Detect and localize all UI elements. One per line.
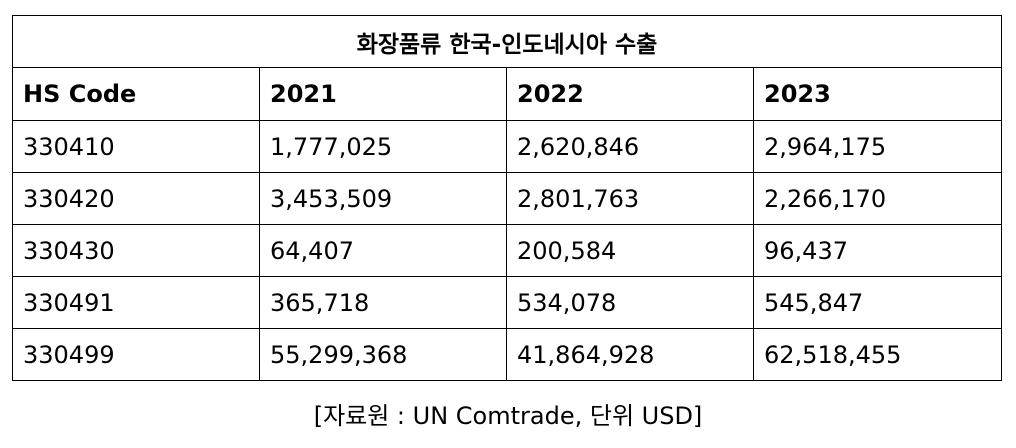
- column-header-hs-code: HS Code: [12, 67, 260, 121]
- table-row: 330499 55,299,368 41,864,928 62,518,455: [12, 328, 1003, 381]
- value-2021-cell: 55,299,368: [259, 328, 507, 381]
- value-2023-cell: 545,847: [752, 276, 1003, 329]
- hs-code-cell: 330420: [12, 172, 260, 225]
- value-2023-cell: 2,964,175: [752, 120, 1003, 173]
- table-row: 330420 3,453,509 2,801,763 2,266,170: [12, 172, 1003, 225]
- value-2022-cell: 200,584: [506, 224, 754, 277]
- table-row: 330430 64,407 200,584 96,437: [12, 224, 1003, 277]
- column-header-2022: 2022: [506, 67, 754, 121]
- hs-code-cell: 330491: [12, 276, 260, 329]
- table-row: 330491 365,718 534,078 545,847: [12, 276, 1003, 329]
- value-2021-cell: 365,718: [259, 276, 507, 329]
- column-header-2021: 2021: [259, 67, 507, 121]
- column-header-2023: 2023: [752, 67, 1003, 121]
- header-row: HS Code 2021 2022 2023: [12, 67, 1003, 121]
- title-row: 화장품류 한국-인도네시아 수출: [11, 15, 1003, 68]
- value-2021-cell: 1,777,025: [259, 120, 507, 173]
- table-row: 330410 1,777,025 2,620,846 2,964,175: [12, 120, 1003, 173]
- export-table: 화장품류 한국-인도네시아 수출 HS Code 2021 2022 2023 …: [11, 15, 1003, 381]
- value-2021-cell: 64,407: [259, 224, 507, 277]
- hs-code-cell: 330410: [12, 120, 260, 173]
- value-2022-cell: 2,801,763: [506, 172, 754, 225]
- source-note: [자료원 : UN Comtrade, 단위 USD]: [313, 402, 703, 430]
- hs-code-cell: 330499: [12, 328, 260, 381]
- value-2023-cell: 62,518,455: [752, 328, 1003, 381]
- value-2022-cell: 2,620,846: [506, 120, 754, 173]
- value-2022-cell: 534,078: [506, 276, 754, 329]
- value-2023-cell: 2,266,170: [752, 172, 1003, 225]
- hs-code-cell: 330430: [12, 224, 260, 277]
- table-title: 화장품류 한국-인도네시아 수출: [11, 15, 1003, 68]
- value-2023-cell: 96,437: [752, 224, 1003, 277]
- value-2022-cell: 41,864,928: [506, 328, 754, 381]
- value-2021-cell: 3,453,509: [259, 172, 507, 225]
